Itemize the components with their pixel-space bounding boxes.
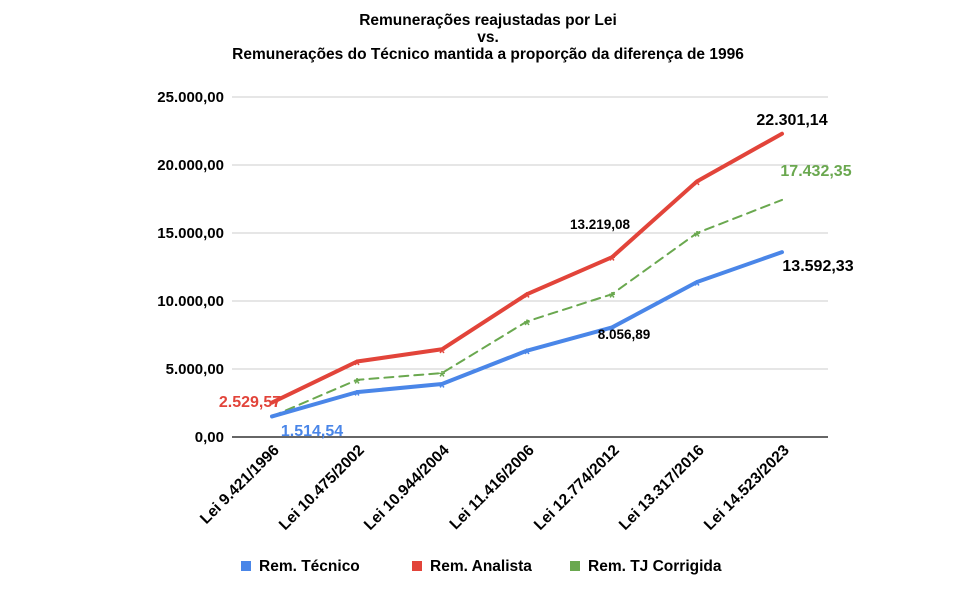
x-tick-label: Lei 11.416/2006: [447, 442, 539, 534]
point-marker: *: [609, 290, 616, 307]
point-marker: *: [524, 317, 531, 334]
point-marker: *: [439, 380, 446, 397]
x-tick-label: Lei 13.317/2016: [616, 442, 708, 534]
x-tick-label: Lei 12.774/2012: [531, 442, 623, 534]
point-marker: *: [524, 290, 531, 307]
data-label: 17.432,35: [780, 163, 851, 180]
data-label: 13.219,08: [570, 217, 631, 232]
y-axis-tick-labels: 0,00 5.000,00 10.000,00 15.000,00 20.000,00 2…: [157, 89, 224, 446]
y-tick-label: 10.000,00: [157, 293, 224, 310]
series-line: [271, 198, 783, 418]
chart-title-line-1: Remunerações reajustadas por Lei: [359, 12, 617, 29]
data-label: 22.301,14: [756, 112, 827, 129]
series-lines: [270, 131, 784, 419]
point-marker: *: [694, 278, 701, 295]
x-tick-label: Lei 10.475/2002: [276, 442, 368, 534]
legend-swatch: [412, 561, 422, 571]
point-marker: *: [354, 388, 361, 405]
data-label: 8.056,89: [598, 327, 651, 342]
series-line: [270, 131, 784, 405]
x-tick-label: Lei 14.523/2023: [701, 442, 793, 534]
gridlines: [232, 96, 828, 438]
legend-label: Rem. Analista: [430, 558, 532, 575]
point-marker: *: [694, 229, 701, 246]
point-markers: * ***** *********: [354, 177, 701, 405]
x-tick-label: Lei 9.421/1996: [197, 442, 283, 528]
data-label: 2.529,57: [219, 394, 281, 411]
data-labels: 22.301,14 17.432,35 13.219,08 13.592,33 8.05…: [219, 112, 854, 440]
y-tick-label: 5.000,00: [166, 361, 224, 378]
data-label: 13.592,33: [782, 258, 853, 275]
chart-title-line-3: Remunerações do Técnico mantida a propor…: [232, 46, 744, 63]
y-tick-label: 25.000,00: [157, 89, 224, 106]
y-tick-label: 15.000,00: [157, 225, 224, 242]
point-marker: *: [439, 369, 446, 386]
legend-label: Rem. Técnico: [259, 558, 360, 575]
x-tick-label: Lei 10.944/2004: [361, 442, 453, 534]
point-marker: *: [694, 177, 701, 194]
point-marker: *: [354, 358, 361, 375]
y-tick-label: 20.000,00: [157, 157, 224, 174]
chart-title: Remunerações reajustadas por Lei vs. Rem…: [232, 12, 744, 63]
legend: Rem. Técnico Rem. Analista Rem. TJ Corrigi…: [241, 558, 722, 575]
legend-swatch: [570, 561, 580, 571]
point-marker: *: [609, 253, 616, 270]
point-marker: *: [439, 345, 446, 362]
legend-label: Rem. TJ Corrigida: [588, 558, 722, 575]
legend-swatch: [241, 561, 251, 571]
series-line: [270, 250, 784, 419]
data-label: 1.514,54: [281, 423, 343, 440]
y-tick-label: 0,00: [195, 429, 224, 446]
chart-title-line-2: vs.: [477, 29, 499, 46]
point-marker: *: [354, 376, 361, 393]
point-marker: *: [609, 323, 616, 340]
point-marker: *: [524, 347, 531, 364]
